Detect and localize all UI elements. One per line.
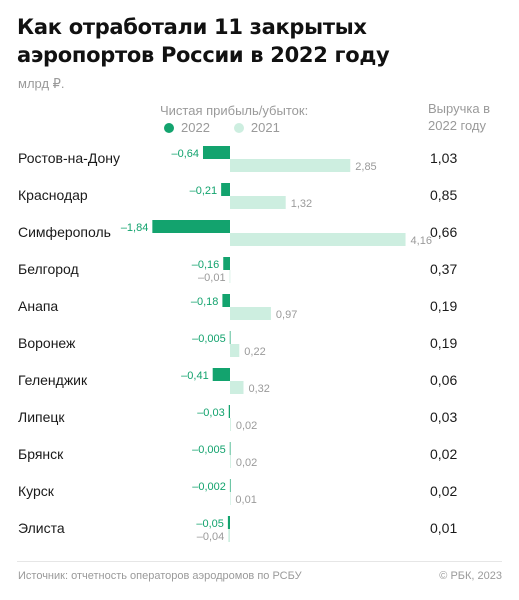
legend-swatch-2022 bbox=[164, 122, 174, 133]
bar-2022-4 bbox=[222, 294, 230, 307]
value-label-2021: –0,04 bbox=[197, 531, 225, 543]
bar-2021-2 bbox=[230, 233, 406, 246]
value-label-2022: –0,18 bbox=[191, 296, 219, 308]
revenue-value: 0,37 bbox=[430, 261, 457, 277]
value-label-2021: 0,02 bbox=[236, 420, 257, 432]
category-label: Курск bbox=[18, 483, 55, 499]
legend-label-2021: 2021 bbox=[250, 120, 280, 135]
revenue-value: 0,06 bbox=[430, 372, 457, 388]
category-label: Воронеж bbox=[18, 335, 76, 351]
bar-2022-3 bbox=[223, 257, 230, 270]
bar-2022-7 bbox=[228, 405, 230, 418]
series-heading: Чистая прибыль/убыток: bbox=[160, 103, 309, 118]
legend-swatch-2021 bbox=[233, 122, 244, 133]
category-label: Элиста bbox=[18, 520, 65, 536]
category-label: Краснодар bbox=[18, 187, 88, 203]
category-label: Ростов-на-Дону bbox=[18, 150, 120, 166]
bar-2022-10 bbox=[227, 516, 230, 529]
legend: 2022 2021 bbox=[164, 120, 304, 135]
revenue-value: 0,02 bbox=[430, 483, 457, 499]
value-label-2021: 0,97 bbox=[276, 309, 297, 321]
bar-2022-6 bbox=[212, 368, 230, 381]
copyright: © РБК, 2023 bbox=[439, 570, 502, 582]
bar-2022-9 bbox=[229, 479, 231, 492]
bar-2021-5 bbox=[230, 344, 240, 357]
legend-item-2021: 2021 bbox=[233, 120, 280, 135]
bar-2021-3 bbox=[229, 270, 231, 283]
category-label: Анапа bbox=[18, 298, 58, 314]
chart-title: Как отработали 11 закрытых аэропортов Ро… bbox=[17, 15, 390, 67]
value-label-2022: –0,005 bbox=[192, 333, 226, 345]
value-label-2022: –0,002 bbox=[192, 481, 226, 493]
legend-item-2022: 2022 bbox=[164, 120, 210, 135]
value-label-2022: –0,03 bbox=[197, 407, 225, 419]
bar-2022-5 bbox=[229, 331, 231, 344]
value-label-2021: 0,02 bbox=[236, 457, 257, 469]
footer-divider bbox=[17, 561, 502, 562]
value-label-2021: 2,85 bbox=[355, 161, 376, 173]
bar-2021-9 bbox=[230, 492, 231, 505]
revenue-heading: Выручка в 2022 году bbox=[428, 101, 491, 133]
source-note: Источник: отчетность операторов аэродром… bbox=[18, 570, 302, 582]
value-label-2022: –0,64 bbox=[171, 148, 199, 160]
bar-2021-0 bbox=[230, 159, 351, 172]
value-label-2021: 0,22 bbox=[244, 346, 265, 358]
bar-2022-8 bbox=[229, 442, 231, 455]
revenue-value: 0,02 bbox=[430, 446, 457, 462]
category-label: Симферополь bbox=[18, 224, 111, 240]
bar-2021-1 bbox=[230, 196, 286, 209]
category-label: Геленджик bbox=[18, 372, 88, 388]
value-label-2021: 4,16 bbox=[411, 235, 432, 247]
revenue-value: 0,01 bbox=[430, 520, 457, 536]
value-label-2022: –0,005 bbox=[192, 444, 226, 456]
value-label-2022: –0,05 bbox=[196, 518, 224, 530]
bar-2022-0 bbox=[202, 146, 230, 159]
bar-2021-6 bbox=[230, 381, 244, 394]
value-label-2021: –0,01 bbox=[198, 272, 226, 284]
revenue-value: 0,03 bbox=[430, 409, 457, 425]
value-label-2022: –0,16 bbox=[192, 259, 220, 271]
category-label: Липецк bbox=[18, 409, 65, 425]
bar-2021-10 bbox=[228, 529, 230, 542]
bar-2022-2 bbox=[152, 220, 230, 233]
revenue-value: 0,19 bbox=[430, 298, 457, 314]
bar-2021-8 bbox=[230, 455, 231, 468]
category-label: Белгород bbox=[18, 261, 79, 277]
bar-2021-4 bbox=[230, 307, 271, 320]
unit-label: млрд ₽. bbox=[18, 76, 65, 91]
bar-2021-7 bbox=[230, 418, 231, 431]
bar-2022-1 bbox=[221, 183, 230, 196]
value-label-2021: 0,01 bbox=[235, 494, 256, 506]
value-label-2022: –1,84 bbox=[121, 222, 149, 234]
value-label-2021: 0,32 bbox=[249, 383, 270, 395]
revenue-value: 0,85 bbox=[430, 187, 457, 203]
value-label-2021: 1,32 bbox=[291, 198, 312, 210]
revenue-value: 1,03 bbox=[430, 150, 457, 166]
revenue-value: 0,66 bbox=[430, 224, 457, 240]
revenue-value: 0,19 bbox=[430, 335, 457, 351]
legend-label-2022: 2022 bbox=[181, 120, 210, 135]
value-label-2022: –0,41 bbox=[181, 370, 209, 382]
value-label-2022: –0,21 bbox=[190, 185, 218, 197]
category-label: Брянск bbox=[18, 446, 64, 462]
